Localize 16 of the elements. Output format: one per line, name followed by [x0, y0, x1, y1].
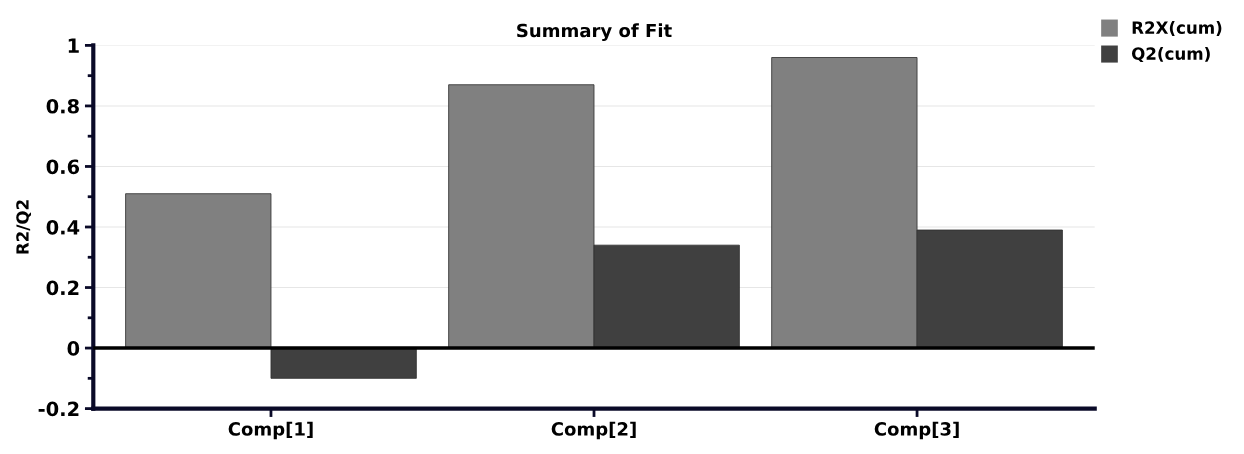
y-axis-title: R2/Q2 [16, 200, 31, 254]
y-tick-label: 0.6 [46, 159, 80, 175]
y-tick-label: 0.8 [46, 98, 79, 114]
x-tick-label: Comp[1] [228, 421, 313, 440]
x-tick-label: Comp[2] [551, 421, 636, 440]
y-tick-label: -0.2 [38, 401, 79, 417]
y-tick-label: 1 [68, 38, 79, 53]
bar [270, 347, 417, 379]
x-tick-label: Comp[3] [874, 421, 959, 440]
bar [125, 193, 272, 349]
y-tick-label: 0.2 [46, 280, 79, 296]
y-tick-label: 0.4 [46, 219, 80, 235]
chart-title: Summary of Fit [517, 23, 672, 41]
legend-label: Q2(cum) [1131, 47, 1210, 63]
y-tick-label: 0 [67, 341, 80, 356]
legend-label: R2X(cum) [1132, 21, 1222, 36]
